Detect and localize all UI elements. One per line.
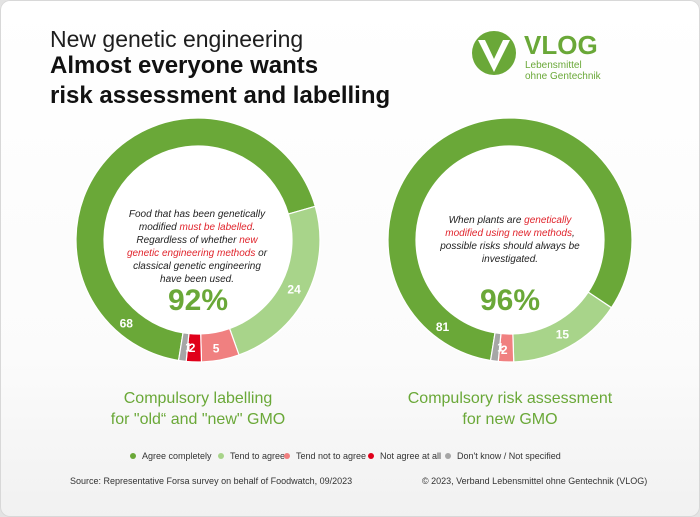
check-v-icon: [478, 40, 510, 72]
question-1-part-3: . Regardless of whether: [136, 222, 256, 246]
legend-label: Tend to agree: [230, 451, 286, 461]
legend: Agree completely Tend to agree Tend not …: [0, 446, 700, 466]
donut-1-slice-dont-know: [177, 332, 190, 363]
donut-2-label-agree-completely: 81: [436, 320, 450, 334]
donut-2-label-dont-know: 1: [497, 341, 504, 355]
chart-2-subtitle-line-2: for new GMO: [462, 411, 558, 428]
chart-1-subtitle: Compulsory labelling for "old“ and "new"…: [88, 388, 308, 430]
legend-dot: [218, 453, 224, 459]
donut-center-2: [416, 146, 604, 334]
question-2-highlight-1: genetically modified using new methods: [445, 215, 572, 239]
question-2-part-1: When plants are: [448, 215, 525, 226]
kicker-title: New genetic engineering: [50, 26, 304, 52]
question-1-part-5: or classical genetic engineering have be…: [133, 248, 268, 285]
question-1-highlight-2: new genetic engineering methods: [126, 235, 258, 259]
copyright-note: © 2023, Verband Lebensmittel ohne Gentec…: [422, 476, 648, 486]
donut-1-slice-agree-completely: [75, 117, 316, 362]
legend-item-agree-completely: Agree completely: [130, 451, 212, 461]
chart-2-subtitle: Compulsory risk assessment for new GMO: [398, 388, 622, 430]
legend-dot: [284, 453, 290, 459]
legend-label: Agree completely: [142, 451, 212, 461]
chart-1-subtitle-line-1: Compulsory labelling: [123, 390, 273, 407]
legend-item-dont-know: Don't know / Not specified: [445, 451, 561, 461]
legend-item-tend-to-agree: Tend to agree: [218, 451, 285, 461]
donut-1-label-not-agree-at-all: 2: [189, 341, 196, 355]
donut-1-total-label: 92%: [168, 284, 228, 317]
question-2-part-3: , possible risks should always be invest…: [440, 228, 580, 265]
donut-2-slice-agree-completely: [387, 117, 633, 362]
chart-1-subtitle-line-2: for "old“ and "new" GMO: [110, 411, 286, 428]
donut-2-label-tend-not-to-agree: 2: [501, 343, 508, 357]
legend-dot: [368, 453, 374, 459]
donut-1-label-dont-know: 1: [185, 341, 192, 355]
donut-center-1: [104, 146, 292, 334]
logo-line-1: Lebensmittel: [525, 60, 582, 71]
vlog-logo: VLOG Lebensmittel ohne Gentechnik: [472, 30, 602, 82]
question-text-2: When plants are genetically modified usi…: [437, 214, 583, 266]
legend-label: Not agree at all: [380, 451, 442, 461]
chart-2-subtitle-line-1: Compulsory risk assessment: [407, 390, 613, 407]
legend-item-tend-not-to-agree: Tend not to agree: [284, 451, 366, 461]
legend-label: Don't know / Not specified: [457, 451, 561, 461]
legend-dot: [445, 453, 451, 459]
logo-line-2: ohne Gentechnik: [525, 71, 602, 82]
donut-1-label-tend-to-agree: 24: [287, 282, 301, 296]
donut-1-label-agree-completely: 68: [120, 316, 134, 330]
question-1-part-1: Food that has been genetically modified: [128, 209, 266, 233]
headline-line-1: Almost everyone wants: [50, 52, 319, 79]
donut-2-total-label: 96%: [480, 284, 540, 317]
donut-2-label-tend-to-agree: 15: [556, 327, 570, 341]
question-1-highlight-1: must be labelled: [179, 222, 253, 233]
legend-dot: [130, 453, 136, 459]
donut-1-label-tend-not-to-agree: 5: [213, 341, 220, 355]
question-text-1: Food that has been genetically modified …: [122, 208, 272, 286]
legend-label: Tend not to agree: [296, 451, 367, 461]
legend-item-not-agree-at-all: Not agree at all: [368, 451, 441, 461]
donut-2-slice-dont-know: [489, 332, 502, 363]
headline-line-2: risk assessment and labelling: [50, 82, 391, 109]
source-note: Source: Representative Forsa survey on b…: [70, 476, 353, 486]
logo-name: VLOG: [524, 30, 598, 60]
